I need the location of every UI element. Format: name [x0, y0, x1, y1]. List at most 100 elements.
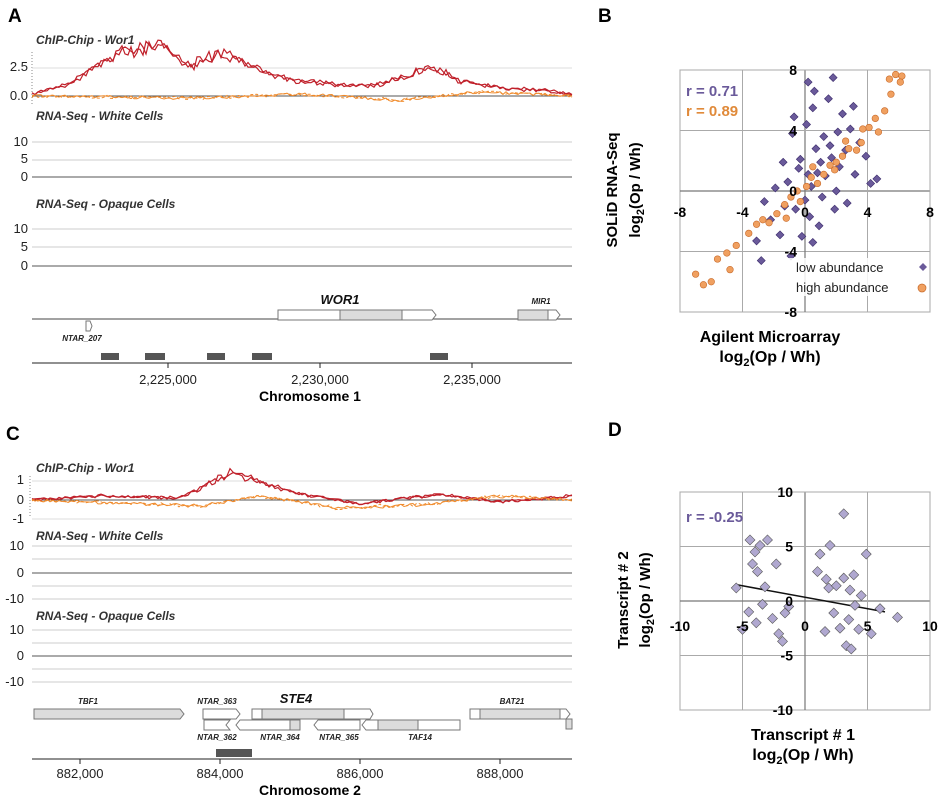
- a-chip-lines: [31, 39, 573, 103]
- scatter-point: [745, 229, 753, 237]
- scatter-point: [777, 635, 788, 647]
- scatter-point: [831, 186, 841, 196]
- scatter-point: [812, 566, 823, 577]
- panel-b: B -8 -4 0 4 8 8 4 0 -4 -8 r = 0.71 r = 0.89 low a…: [598, 6, 934, 369]
- panel-d: D -10 -5 0 5 10 10 5 0 -5 -10 r = -0.25 Transcrip…: [608, 420, 938, 767]
- scatter-point: [834, 622, 846, 634]
- c-gene-tbf1-label: TBF1: [78, 697, 99, 706]
- y-tick-label: 0: [785, 593, 793, 609]
- x-tick-label: -8: [674, 204, 687, 220]
- scatter-point: [849, 599, 861, 611]
- scatter-point: [781, 201, 789, 209]
- a-gene-wor1-label: WOR1: [321, 292, 360, 307]
- c-opaque-tick-10: 10: [10, 622, 24, 637]
- scatter-point: [861, 151, 871, 161]
- scatter-point: [830, 204, 840, 214]
- b-legend-low-marker: [919, 263, 927, 271]
- scatter-point: [874, 128, 883, 136]
- c-opaque-track-title: RNA-Seq - Opaque Cells: [36, 609, 176, 623]
- c-gene-bat21-end: [565, 718, 573, 730]
- scatter-point: [749, 546, 761, 558]
- panel-c-label: C: [6, 424, 20, 445]
- b-xlabel-2: log2(Op / Wh): [719, 349, 820, 369]
- y-tick-label: 4: [789, 123, 797, 139]
- b-legend-bg: [785, 258, 928, 296]
- b-xlabel-1: Agilent Microarray: [700, 329, 841, 346]
- c-gene-ntar364-label: NTAR_364: [260, 733, 300, 742]
- scatter-point: [819, 132, 829, 141]
- d-xlabel-2-sub: 2: [776, 755, 782, 767]
- scatter-point: [759, 581, 771, 593]
- c-gene-ntar365-label: NTAR_365: [319, 733, 359, 742]
- scatter-point: [820, 573, 832, 585]
- a-gene-wor1-cds: [339, 309, 403, 321]
- b-legend-low-label: low abundance: [796, 260, 883, 275]
- y-tick-label: -10: [773, 702, 793, 718]
- scatter-point: [819, 626, 831, 637]
- d-ticks: -10 -5 0 5 10 10 5 0 -5 -10: [670, 484, 938, 718]
- d-grid: [679, 491, 931, 711]
- c-white-track-title: RNA-Seq - White Cells: [36, 529, 164, 543]
- scatter-point: [759, 216, 767, 224]
- scatter-point: [824, 94, 833, 104]
- b-legend-high-marker: [917, 283, 927, 293]
- scatter-point: [752, 566, 763, 577]
- a-chrom-title: Chromosome 1: [259, 388, 361, 404]
- scatter-point: [754, 539, 766, 551]
- scatter-point: [845, 643, 857, 655]
- b-ylabel-2-sub: 2: [635, 209, 647, 215]
- d-ylabel-2-sub: 2: [645, 619, 657, 625]
- scatter-point: [843, 614, 855, 625]
- b-xlabel-2-post: (Op / Wh): [750, 349, 821, 366]
- c-gene-bat21-label: BAT21: [500, 697, 525, 706]
- scatter-point: [898, 72, 906, 80]
- chip-line: [31, 40, 573, 96]
- x-tick-label: -5: [736, 618, 749, 634]
- scatter-point: [896, 78, 904, 86]
- d-xlabel-1: Transcript # 1: [751, 727, 855, 744]
- scatter-point: [730, 582, 742, 594]
- scatter-point: [885, 75, 893, 83]
- panel-b-label: B: [598, 6, 612, 27]
- scatter-point: [860, 548, 872, 560]
- d-points: [730, 508, 903, 655]
- c-gene-ntar363-label: NTAR_363: [197, 697, 237, 706]
- scatter-point: [778, 157, 788, 167]
- b-ticks: -8 -4 0 4 8 8 4 0 -4 -8: [674, 62, 934, 320]
- scatter-point: [699, 281, 708, 289]
- c-gene-bat21-cds: [479, 708, 561, 720]
- chip-line: [31, 39, 573, 96]
- scatter-point: [743, 606, 755, 618]
- panel-c: C ChIP-Chip - Wor1 1 0 -1 RNA-Seq - Whit…: [5, 424, 573, 798]
- c-chrom-label-3: 886,000: [337, 766, 384, 781]
- scatter-point: [838, 152, 847, 160]
- scatter-point: [825, 141, 835, 151]
- scatter-point: [802, 120, 811, 129]
- a-white-tick-0: 0: [21, 169, 28, 184]
- scatter-point: [762, 534, 773, 546]
- scatter-point: [887, 90, 895, 98]
- y-tick-label: -4: [785, 244, 798, 260]
- scatter-point: [737, 623, 748, 635]
- scatter-point: [842, 137, 850, 145]
- c-opaque-tick-0: 0: [17, 648, 24, 663]
- scatter-point: [809, 163, 817, 171]
- scatter-point: [871, 114, 879, 122]
- scatter-point: [723, 249, 731, 257]
- chip-line: [31, 472, 572, 506]
- panel-a-label: A: [8, 6, 22, 27]
- b-r-low: r = 0.71: [686, 83, 738, 100]
- scatter-point: [838, 572, 850, 584]
- y-tick-label: -5: [781, 648, 794, 664]
- b-xlabel-2-pre: log: [719, 349, 743, 366]
- c-chrom-title: Chromosome 2: [259, 782, 361, 798]
- scatter-point: [805, 212, 815, 222]
- scatter-point: [814, 548, 826, 560]
- scatter-point: [782, 214, 790, 222]
- x-tick-label: -4: [736, 204, 749, 220]
- scatter-point: [828, 607, 840, 619]
- scatter-point: [850, 169, 860, 179]
- scatter-point: [844, 584, 856, 596]
- y-tick-label: -8: [785, 304, 798, 320]
- a-binding-box-4: [252, 353, 272, 360]
